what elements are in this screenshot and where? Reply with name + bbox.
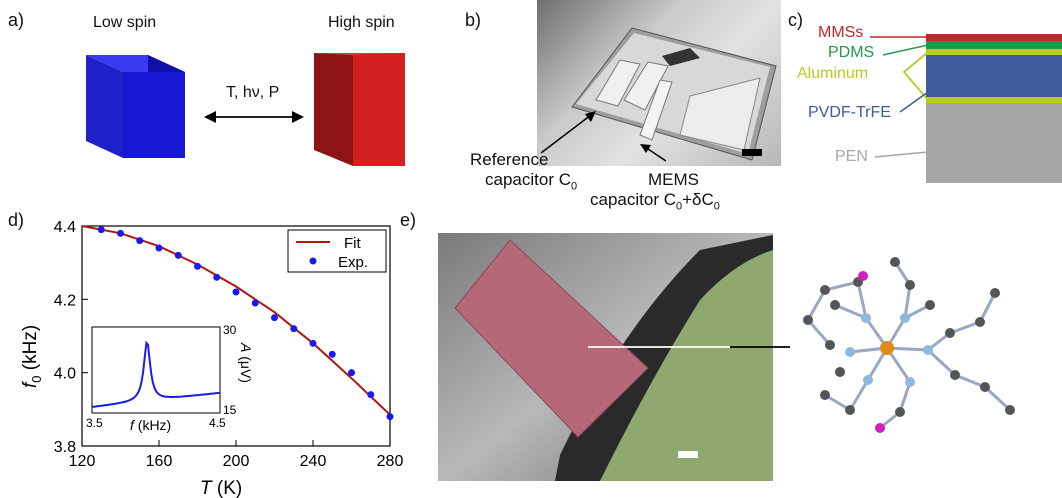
legend-exp-label: Exp. bbox=[338, 254, 368, 271]
x-axis-label-unit: (K) bbox=[212, 478, 243, 498]
inset-ylabel-unit: (μV) bbox=[238, 352, 254, 383]
x-tick-label: 240 bbox=[300, 453, 327, 470]
mems-delta-text: +δC bbox=[682, 190, 714, 209]
exp-data-point bbox=[136, 237, 144, 245]
exp-data-point bbox=[97, 226, 105, 234]
low-spin-label: Low spin bbox=[93, 14, 157, 31]
inset-ytick-1: 15 bbox=[223, 403, 237, 417]
sem-substrate-green bbox=[600, 250, 773, 481]
exp-data-point bbox=[232, 288, 240, 296]
high-spin-cube bbox=[314, 53, 405, 166]
stimuli-label: T, hν, P bbox=[226, 84, 280, 101]
layer-pen bbox=[926, 103, 1062, 183]
y-axis-label-main: f bbox=[20, 381, 41, 388]
reference-capacitor-line1: Reference bbox=[470, 150, 549, 169]
exp-data-point bbox=[367, 391, 375, 399]
layer-pdms bbox=[926, 41, 1062, 49]
layer-mmss bbox=[926, 34, 1062, 41]
mems-sub-2: 0 bbox=[713, 200, 720, 213]
inset-ytick-0: 30 bbox=[223, 323, 237, 337]
double-arrow-icon bbox=[204, 111, 304, 123]
mems-label-line1: MEMS bbox=[648, 170, 699, 189]
sem-scale-bar bbox=[678, 451, 698, 458]
y-tick-label: 4.4 bbox=[54, 219, 76, 236]
mems-label-line2: capacitor C0+δC0 bbox=[590, 190, 720, 212]
x-tick-label: 120 bbox=[69, 453, 96, 470]
high-spin-label: High spin bbox=[328, 14, 395, 31]
x-tick-label: 200 bbox=[223, 453, 250, 470]
inset-resonance-curve bbox=[91, 340, 221, 408]
legend-box bbox=[287, 229, 387, 273]
sem-crystal bbox=[454, 239, 649, 438]
inset-ylabel-main: A bbox=[238, 342, 254, 352]
exp-data-point bbox=[194, 262, 201, 270]
panel-b-label: b) bbox=[465, 10, 482, 30]
label-pdms: PDMS bbox=[828, 44, 875, 61]
exp-data-point bbox=[155, 244, 163, 252]
y-axis-label-sub: 0 bbox=[29, 375, 44, 382]
fit-curve bbox=[81, 225, 391, 416]
panel-a-label: a) bbox=[8, 10, 25, 30]
y-tick-label: 4.2 bbox=[54, 292, 76, 309]
label-aluminum: Aluminum bbox=[797, 65, 869, 82]
reference-capacitor-line2: capacitor C0 bbox=[485, 170, 577, 192]
mems-capacitor-text: capacitor C bbox=[590, 190, 676, 209]
inset-xlabel-main: f bbox=[130, 417, 136, 433]
low-spin-cube bbox=[86, 55, 185, 158]
layer-aluminum-top bbox=[926, 49, 1062, 55]
inset-frame bbox=[91, 326, 221, 414]
label-mmss: MMSs bbox=[818, 24, 864, 41]
panel-e-label: e) bbox=[400, 210, 417, 230]
exp-data-point bbox=[386, 413, 394, 421]
x-axis-label-main: T bbox=[200, 478, 213, 498]
y-tick-label: 3.8 bbox=[54, 439, 76, 456]
legend-fit-label: Fit bbox=[344, 235, 361, 252]
y-axis-label: f0 (kHz) bbox=[20, 325, 44, 388]
panel-c-label: c) bbox=[788, 10, 803, 30]
label-pen: PEN bbox=[835, 148, 868, 165]
reference-capacitor-sub: 0 bbox=[570, 180, 578, 193]
exp-data-point bbox=[271, 314, 278, 322]
reference-capacitor-text: capacitor C bbox=[485, 170, 571, 189]
exp-data-point bbox=[213, 273, 221, 281]
exp-data-point bbox=[174, 251, 182, 259]
inset-xtick-1: 4.5 bbox=[209, 416, 226, 430]
exp-data-point bbox=[251, 299, 259, 307]
exp-data-point bbox=[309, 339, 317, 347]
exp-data-point bbox=[117, 229, 124, 237]
layer-aluminum-bottom bbox=[926, 97, 1062, 103]
y-tick-label: 4.0 bbox=[54, 366, 76, 383]
exp-data-point bbox=[348, 369, 355, 377]
label-pvdf: PVDF-TrFE bbox=[808, 104, 891, 121]
inset-xtick-0: 3.5 bbox=[86, 416, 103, 430]
x-tick-label: 160 bbox=[146, 453, 173, 470]
inset-xlabel-unit: (kHz) bbox=[134, 417, 171, 433]
exp-data-point bbox=[328, 350, 336, 358]
scale-bar bbox=[742, 149, 762, 156]
x-tick-label: 280 bbox=[377, 453, 404, 470]
inset-ylabel: A (μV) bbox=[238, 342, 254, 383]
y-axis-label-unit: (kHz) bbox=[20, 325, 41, 376]
metal-center bbox=[880, 341, 894, 355]
x-axis-label: T (K) bbox=[200, 478, 242, 498]
mems-sub-1: 0 bbox=[675, 200, 683, 213]
inset-xlabel: f (kHz) bbox=[130, 417, 171, 433]
exp-data-point bbox=[290, 325, 298, 333]
legend-exp-swatch bbox=[309, 257, 317, 265]
panel-d-label: d) bbox=[8, 210, 25, 230]
layer-pvdf bbox=[926, 55, 1062, 97]
